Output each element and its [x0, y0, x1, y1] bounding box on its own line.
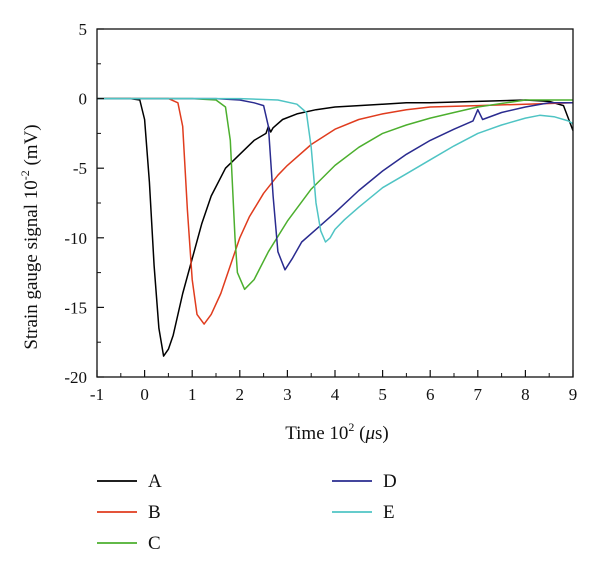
y-tick-label: -20	[64, 368, 87, 387]
x-axis-title-sup: 2	[348, 420, 354, 434]
x-tick-label: 3	[283, 385, 292, 404]
y-axis-title-main: Strain gauge signal 10	[21, 180, 42, 349]
x-axis-title: Time 102 (μs)	[285, 420, 389, 444]
x-axis-title-main: Time 10	[285, 423, 348, 444]
x-tick-label: 7	[474, 385, 483, 404]
y-tick-label: -5	[73, 159, 87, 178]
legend-label-b: B	[148, 502, 161, 523]
legend-label-d: D	[383, 471, 397, 492]
x-tick-label: 2	[236, 385, 245, 404]
series-line-c	[97, 97, 573, 291]
y-tick-label: -10	[64, 229, 87, 248]
legend-label-e: E	[383, 502, 395, 523]
plot-frame	[96, 28, 574, 378]
x-tick-label: 5	[378, 385, 387, 404]
series-line-e	[97, 97, 574, 243]
x-tick-label: 9	[569, 385, 578, 404]
y-tick-label: 5	[79, 20, 88, 39]
x-tick-label: -1	[90, 385, 104, 404]
x-tick-label: 4	[331, 385, 340, 404]
x-axis-title-unit-rest: s)	[375, 423, 389, 444]
x-tick-label: 6	[426, 385, 435, 404]
x-axis-title-mu: μ	[364, 423, 375, 444]
y-axis-title-unit: (mV)	[21, 124, 42, 170]
series-lines	[97, 97, 574, 357]
series-line-b	[97, 97, 574, 325]
legend-label-a: A	[148, 471, 162, 492]
y-axis-title-sup: -2	[18, 170, 32, 180]
y-tick-label: -15	[64, 298, 87, 317]
axes: -1 0 1 2 3 4 5 6 7 8 9-20-15-10-505	[64, 20, 577, 404]
x-axis-title-unit-open: (	[354, 423, 365, 444]
x-tick-label: 0	[140, 385, 149, 404]
legend: ABC DE	[97, 471, 397, 554]
legend-label-c: C	[148, 533, 161, 554]
y-tick-label: 0	[79, 90, 88, 109]
series-line-a	[97, 97, 574, 357]
series-line-d	[97, 97, 573, 271]
y-axis-title: Strain gauge signal 10-2 (mV)	[18, 124, 42, 349]
x-tick-label: 8	[521, 385, 530, 404]
x-tick-label: 1	[188, 385, 197, 404]
